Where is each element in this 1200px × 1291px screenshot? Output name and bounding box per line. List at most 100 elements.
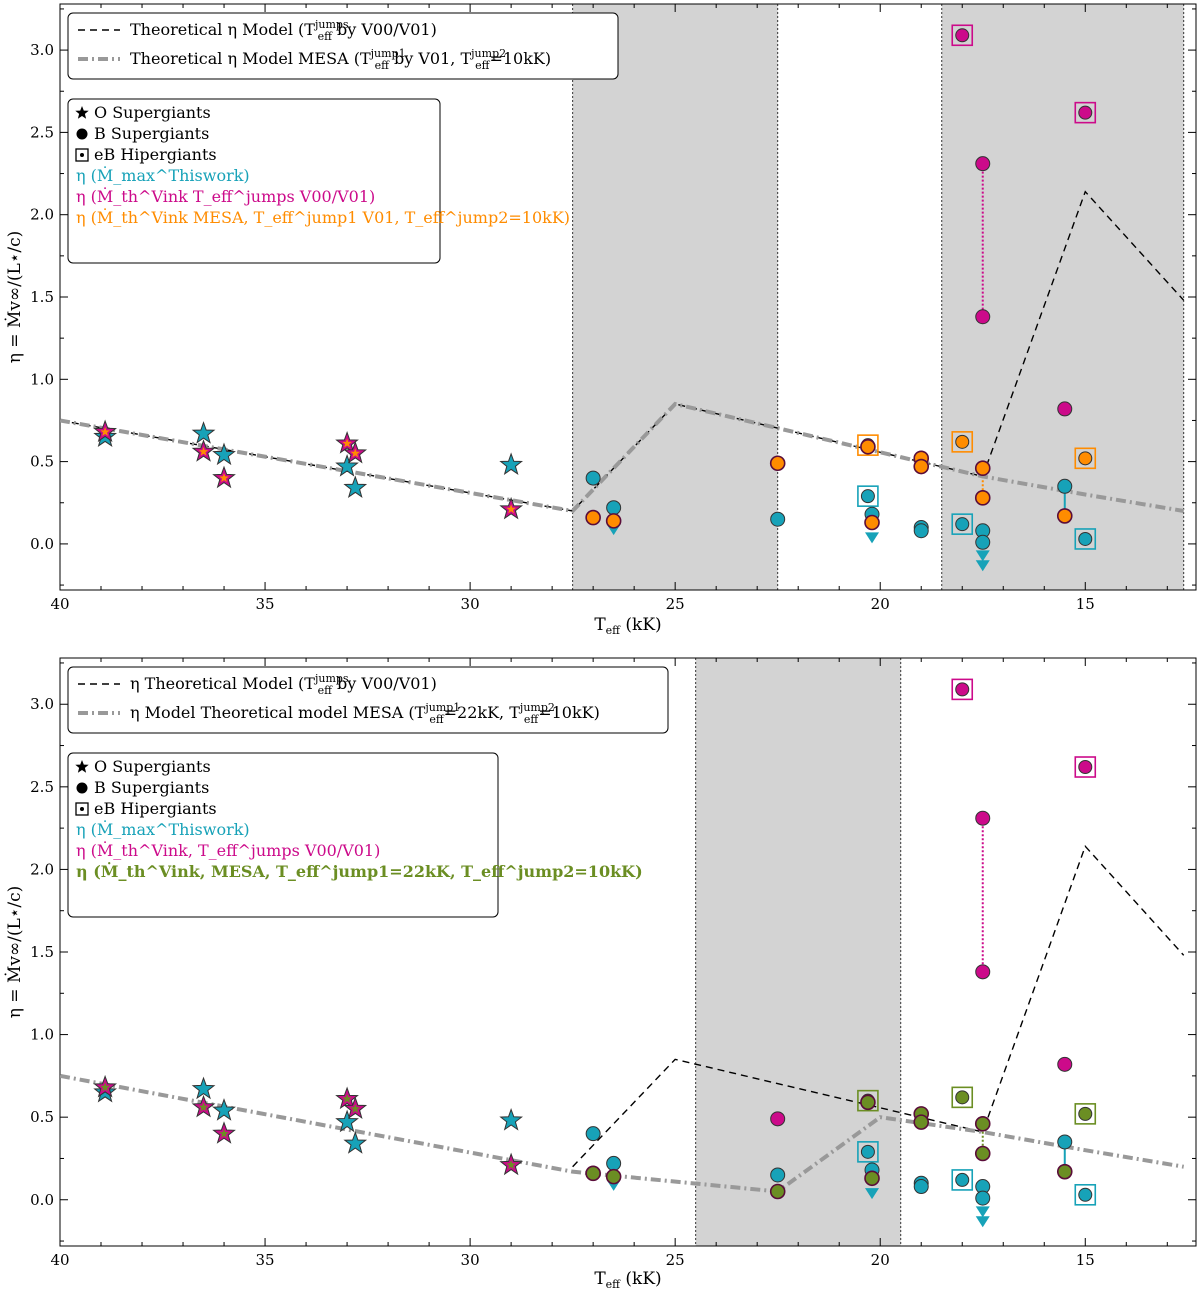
b-supergiant-marker bbox=[975, 534, 991, 550]
legend-marker-label: O Supergiants bbox=[94, 103, 211, 122]
y-tick-label: 2.5 bbox=[30, 778, 54, 796]
upper-limit-arrow bbox=[975, 1216, 990, 1228]
marker-legend bbox=[67, 98, 441, 264]
y-tick-label: 1.0 bbox=[30, 1026, 54, 1044]
legend-square-icon bbox=[75, 148, 89, 162]
eb-hipergiant-marker bbox=[1078, 760, 1093, 775]
x-tick-label: 35 bbox=[256, 1251, 275, 1269]
x-tick-label: 30 bbox=[461, 1251, 480, 1269]
eb-hipergiant-marker bbox=[951, 513, 974, 535]
b-supergiant-marker bbox=[975, 964, 991, 980]
x-axis-label: Teff (kK) bbox=[594, 1269, 661, 1291]
b-supergiant-marker bbox=[585, 1126, 601, 1142]
b-supergiant-marker bbox=[1057, 478, 1073, 494]
eb-hipergiant-marker bbox=[951, 431, 974, 453]
o-supergiant-marker bbox=[343, 1131, 368, 1154]
chart-panel-bottom: 40 35 30 25 20 15 0.0 0.5 1.0 1.5 2.0 2.5 3.0 Teff (k… bbox=[4, 657, 1197, 1291]
o-supergiant-marker bbox=[219, 473, 229, 483]
upper-limit-arrow bbox=[865, 1188, 880, 1200]
b-supergiant-marker bbox=[975, 1190, 991, 1206]
o-supergiant-marker bbox=[219, 1128, 229, 1138]
x-tick-label: 20 bbox=[871, 1251, 890, 1269]
y-tick-label: 0.5 bbox=[30, 453, 54, 471]
x-tick-label: 15 bbox=[1076, 595, 1095, 613]
o-supergiant-marker bbox=[100, 1082, 110, 1092]
b-supergiant-marker bbox=[860, 1094, 876, 1111]
eb-hipergiant-marker bbox=[1074, 1183, 1097, 1206]
legend-marker-label: η (Ṁ_th^Vink MESA, T_eff^jump1 V01, T_ef… bbox=[76, 207, 570, 227]
b-supergiant-marker bbox=[913, 1114, 930, 1130]
b-supergiant-marker bbox=[585, 470, 601, 486]
eb-hipergiant-marker bbox=[955, 517, 970, 532]
line-legend bbox=[67, 666, 669, 734]
legend-marker-label: η (Ṁ_th^Vink, T_eff^jumps V00/V01) bbox=[76, 840, 380, 860]
legend-line-label: η Model Theoretical model MESA (Tjump1 ef… bbox=[130, 701, 600, 726]
x-tick-label: 40 bbox=[50, 595, 69, 613]
o-supergiant-marker bbox=[342, 1094, 352, 1103]
y-tick-label: 3.0 bbox=[30, 41, 54, 59]
y-tick-label: 1.5 bbox=[30, 943, 54, 961]
eb-hipergiant-marker bbox=[1074, 756, 1097, 778]
model-line bbox=[572, 844, 1185, 1168]
legend-star-icon bbox=[75, 106, 89, 119]
x-tick-label: 25 bbox=[666, 595, 685, 613]
eb-hipergiant-marker bbox=[951, 1169, 974, 1191]
y-tick-label: 2.5 bbox=[30, 123, 54, 141]
legend-square-icon bbox=[80, 153, 84, 157]
b-supergiant-marker bbox=[606, 500, 622, 516]
eb-hipergiant-marker bbox=[1074, 101, 1097, 124]
upper-limit-arrow bbox=[975, 1206, 990, 1218]
eb-hipergiant-marker bbox=[857, 485, 879, 507]
x-tick-label: 40 bbox=[50, 1251, 69, 1269]
o-supergiant-marker bbox=[499, 452, 524, 475]
eb-hipergiant-marker bbox=[1078, 105, 1093, 120]
legend-marker-label: eB Hipergiants bbox=[94, 145, 217, 164]
eb-hipergiant-marker bbox=[955, 1090, 970, 1105]
legend-star-icon bbox=[75, 760, 89, 773]
legend-line-label: Theoretical η Model (Tjumps eff by V00/V0… bbox=[130, 18, 437, 43]
legend-marker-label: η (Ṁ_max^Thiswork) bbox=[76, 165, 250, 185]
o-supergiant-marker bbox=[335, 454, 359, 477]
b-supergiant-marker bbox=[913, 458, 930, 475]
b-supergiant-marker bbox=[770, 511, 786, 527]
x-tick-label: 25 bbox=[666, 1251, 685, 1269]
legend-line-label: Theoretical η Model MESA (Tjump1 eff by V… bbox=[130, 47, 551, 72]
b-supergiant-marker bbox=[770, 1167, 786, 1183]
plot-frame bbox=[59, 657, 1197, 1247]
b-supergiant-marker bbox=[860, 438, 876, 455]
model-line bbox=[60, 401, 1185, 514]
b-supergiant-marker bbox=[975, 309, 991, 325]
legend-marker-label: η (Ṁ_th^Vink T_eff^jumps V00/V01) bbox=[76, 186, 375, 206]
legend-marker-label: η (Ṁ_th^Vink, MESA, T_eff^jump1=22kK, T_… bbox=[76, 861, 643, 881]
y-tick-label: 0.5 bbox=[30, 1108, 54, 1126]
o-supergiant-marker bbox=[350, 448, 360, 458]
o-supergiant-marker bbox=[506, 1160, 516, 1170]
eb-hipergiant-marker bbox=[1078, 1187, 1093, 1202]
chart-panel-top: 40 35 30 25 20 15 0.0 0.5 1.0 1.5 2.0 2.5 3.0 Teff (k… bbox=[4, 3, 1197, 637]
b-supergiant-marker bbox=[975, 810, 991, 826]
o-supergiant-marker bbox=[212, 442, 236, 466]
upper-limit-arrow bbox=[975, 550, 990, 562]
o-supergiant-marker bbox=[100, 427, 110, 436]
x-tick-label: 30 bbox=[461, 595, 480, 613]
b-supergiant-marker bbox=[913, 1179, 929, 1195]
b-supergiant-marker bbox=[605, 1168, 622, 1185]
x-tick-label: 20 bbox=[871, 595, 890, 613]
b-supergiant-marker bbox=[974, 1115, 991, 1132]
upper-limit-arrow bbox=[865, 532, 880, 544]
o-supergiant-marker bbox=[191, 1076, 216, 1100]
legend-marker-label: B Supergiants bbox=[94, 124, 209, 143]
b-supergiant-marker bbox=[770, 1111, 786, 1127]
b-supergiant-marker bbox=[864, 1170, 880, 1187]
y-tick-label: 0.0 bbox=[30, 1191, 54, 1209]
x-tick-label: 35 bbox=[256, 595, 275, 613]
y-axis-label: η = Ṁv∞/(L⋆/c) bbox=[4, 886, 25, 1019]
eb-hipergiant-marker bbox=[1078, 1106, 1093, 1121]
y-tick-label: 1.0 bbox=[30, 370, 54, 388]
plot-area bbox=[60, 678, 1185, 1228]
legend-line-label: η Theoretical Model (Tjumps eff by V00/V0… bbox=[130, 672, 437, 697]
eb-hipergiant-marker bbox=[1078, 451, 1093, 466]
marker-legend bbox=[67, 752, 499, 918]
eb-hipergiant-marker bbox=[857, 1141, 879, 1163]
